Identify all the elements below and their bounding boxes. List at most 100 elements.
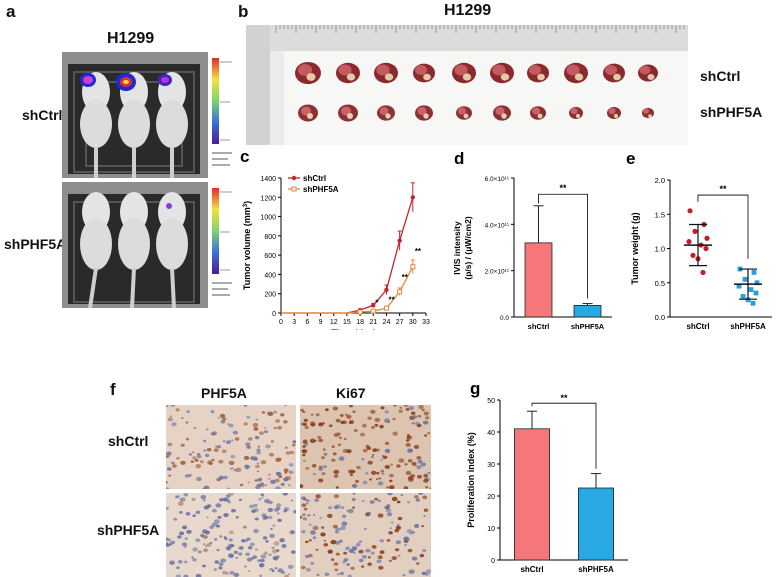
tumors-shphf5a — [298, 104, 654, 122]
tumor-shctrl — [295, 61, 321, 85]
y-tick-label: 20 — [487, 494, 495, 501]
data-point — [751, 270, 757, 275]
y-tick-label: 1.5 — [655, 210, 665, 219]
y-tick-label: 0.0 — [655, 313, 665, 322]
data-point — [686, 239, 692, 245]
y-tick-label: 2.0 — [655, 176, 665, 185]
x-tick-label: 33 — [422, 319, 430, 326]
y-tick-label: 30 — [487, 462, 495, 469]
y-tick-label: 800 — [264, 234, 276, 241]
bar-shPHF5A — [578, 487, 615, 561]
data-point — [700, 269, 706, 276]
bar-shCtrl — [514, 428, 551, 561]
panel-b-row-shphf5a: shPHF5A — [700, 104, 763, 120]
data-point — [703, 245, 709, 252]
tumors-shctrl — [295, 61, 658, 85]
data-point — [357, 309, 363, 315]
y-tick-label: 50 — [487, 398, 495, 405]
data-point — [745, 297, 751, 303]
data-point — [384, 287, 389, 293]
panel-a-row-shphf5a: shPHF5A — [4, 236, 67, 252]
x-tick-label: 24 — [383, 319, 391, 326]
x-tick-label: 21 — [369, 319, 377, 326]
tumor-shctrl — [638, 64, 658, 82]
x-tick-label: 15 — [343, 319, 351, 326]
x-tick-label: shCtrl — [528, 322, 550, 330]
significance-bracket — [531, 402, 597, 469]
significance-mark: ** — [402, 273, 409, 282]
x-tick-label: shCtrl — [686, 322, 709, 330]
panel-label-b: b — [238, 2, 249, 21]
significance-mark: ** — [559, 183, 567, 193]
x-tick-label: 27 — [396, 319, 404, 326]
tumor-shphf5a — [377, 105, 395, 121]
tumor-shctrl — [413, 63, 435, 83]
y-tick-label: 0.5 — [655, 279, 665, 288]
x-tick-label: 30 — [409, 319, 417, 326]
significance-mark: ** — [719, 184, 727, 194]
series-shCtrl — [281, 182, 416, 314]
data-point — [748, 287, 754, 292]
panel-label-a: a — [6, 2, 16, 21]
y-tick-label: 1000 — [260, 215, 276, 222]
bar-shPHF5A — [573, 305, 602, 318]
y-tick-label: 400 — [264, 272, 276, 279]
y-tick-label: 1400 — [260, 176, 276, 183]
tumor-shctrl — [527, 63, 549, 83]
x-axis-label: Time (day) — [331, 328, 376, 330]
y-tick-label: 2.0×10¹¹ — [485, 269, 510, 276]
x-tick-label: 0 — [279, 319, 283, 326]
ihc-images — [166, 405, 431, 577]
data-point — [371, 303, 376, 308]
x-tick-label: 18 — [356, 319, 364, 326]
x-tick-label: shPHF5A — [571, 322, 605, 330]
panel-f-col-phf5a: PHF5A — [201, 385, 247, 401]
panel-f-row-shphf5a: shPHF5A — [97, 522, 160, 538]
tumor-shctrl — [490, 62, 514, 84]
y-tick-label: 10 — [487, 526, 495, 533]
y-tick-label: 600 — [264, 253, 276, 260]
tumor-shctrl — [336, 62, 360, 84]
x-tick-label: 9 — [319, 319, 323, 326]
chart-g: 0 10 20 30 40 50 shCtrl shPHF5A g Proliferation i… — [466, 379, 628, 574]
data-point — [750, 300, 756, 306]
data-point — [410, 264, 416, 270]
series-shPHF5A — [281, 259, 416, 315]
significance-bracket — [538, 193, 588, 299]
tumor-shphf5a — [493, 105, 511, 121]
y-axis-label: Tumor volume (mm3) — [242, 201, 252, 290]
panel-f-col-ki67: Ki67 — [336, 385, 366, 401]
data-point — [754, 280, 760, 286]
data-point — [692, 228, 698, 234]
x-tick-label: shPHF5A — [730, 322, 766, 330]
y-axis-label-line2: (p/s) / (μW/cm2) — [463, 216, 473, 279]
panel-b-row-shctrl: shCtrl — [700, 68, 741, 84]
y-axis-label: Proliferation index (%) — [466, 432, 476, 528]
panel-a-row-shctrl: shCtrl — [22, 107, 63, 123]
significance-mark: ** — [560, 393, 568, 403]
data-point — [397, 289, 403, 295]
data-point — [740, 294, 746, 299]
legend: shCtrl shPHF5A — [288, 174, 339, 194]
tumor-photo — [246, 25, 688, 145]
data-point — [736, 283, 742, 289]
chart-c: c 0 200 400 600 800 1000 1200 1400 0 3 6 9 12 15 18 21 24… — [240, 148, 430, 330]
x-tick-label: shCtrl — [520, 565, 543, 574]
y-tick-label: 0.0 — [500, 315, 509, 322]
panel-f-row-shctrl: shCtrl — [108, 433, 149, 449]
ihc-ki67-shphf5a — [300, 493, 431, 577]
x-tick-label: 12 — [330, 319, 338, 326]
data-point — [410, 195, 416, 200]
panel-label-d: d — [454, 149, 464, 168]
x-tick-label: shPHF5A — [578, 565, 614, 574]
tumor-shphf5a — [415, 105, 433, 121]
data-point — [687, 208, 693, 214]
tumor-shphf5a — [642, 107, 654, 119]
ivis-image-shphf5a — [62, 182, 237, 308]
y-tick-label: 1200 — [260, 195, 276, 202]
legend-entry: shPHF5A — [303, 185, 339, 194]
ihc-ki67-shctrl — [300, 405, 431, 489]
data-point — [370, 308, 376, 314]
series-line — [281, 266, 414, 314]
data-point — [397, 238, 402, 243]
